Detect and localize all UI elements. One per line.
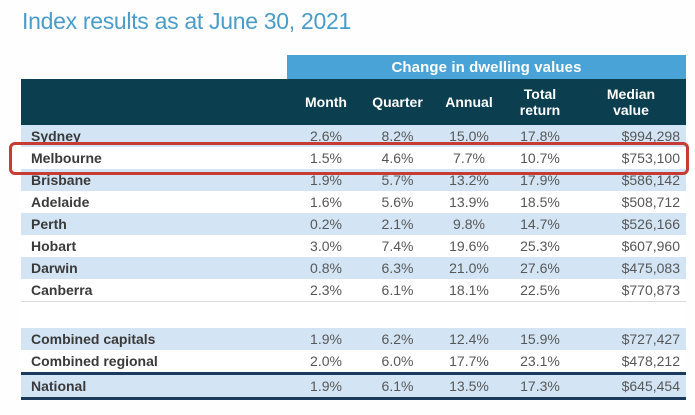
table-row-sydney: Sydney 2.6% 8.2% 15.0% 17.8% $994,298: [21, 125, 686, 147]
banner-row: Change in dwelling values: [21, 55, 686, 79]
index-results-table: Change in dwelling values Month Quarter …: [9, 55, 689, 400]
table-row-brisbane: Brisbane 1.9% 5.7% 13.2% 17.9% $586,142: [21, 169, 686, 191]
column-header-total-return: Total return: [504, 79, 576, 125]
table-row-melbourne-highlighted: Melbourne 1.5% 4.6% 7.7% 10.7% $753,100: [21, 147, 686, 169]
table-row-perth: Perth 0.2% 2.1% 9.8% 14.7% $526,166: [21, 213, 686, 235]
table-row-national: National 1.9% 6.1% 13.5% 17.3% $645,454: [21, 373, 686, 400]
column-header-month: Month: [291, 79, 361, 125]
table-row-darwin: Darwin 0.8% 6.3% 21.0% 27.6% $475,083: [21, 257, 686, 279]
table-row-combined-regional: Combined regional 2.0% 6.0% 17.7% 23.1% …: [21, 350, 686, 375]
change-in-dwelling-values-banner: Change in dwelling values: [287, 55, 686, 79]
table-row-adelaide: Adelaide 1.6% 5.6% 13.9% 18.5% $508,712: [21, 191, 686, 213]
table-row-combined-capitals: Combined capitals 1.9% 6.2% 12.4% 15.9% …: [21, 328, 686, 350]
column-header-median-value: Median value: [576, 79, 686, 125]
table-row-canberra: Canberra 2.3% 6.1% 18.1% 22.5% $770,873: [21, 279, 686, 302]
empty-header-cell: [21, 79, 291, 125]
column-header-annual: Annual: [434, 79, 504, 125]
table-row-hobart: Hobart 3.0% 7.4% 19.6% 25.3% $607,960: [21, 235, 686, 257]
column-header-row: Month Quarter Annual Total return Median…: [21, 79, 686, 125]
column-header-quarter: Quarter: [361, 79, 434, 125]
page-title: Index results as at June 30, 2021: [22, 8, 351, 34]
dwelling-values-table: Month Quarter Annual Total return Median…: [21, 79, 686, 400]
spacer-row: [21, 301, 686, 328]
banner-spacer: [21, 55, 287, 79]
